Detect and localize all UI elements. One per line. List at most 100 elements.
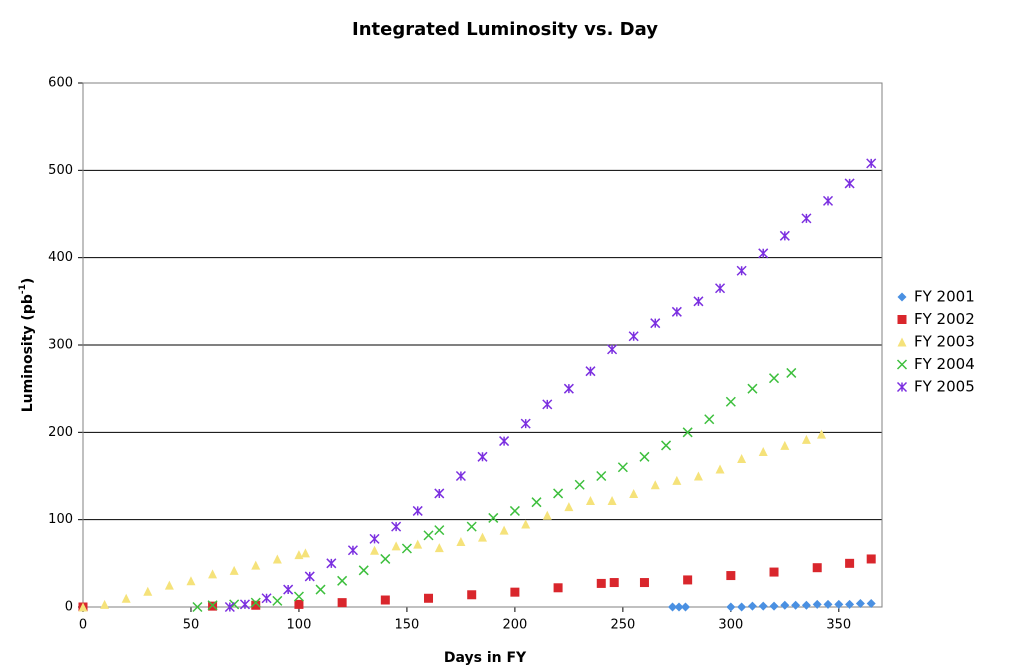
marker-shape (455, 470, 466, 482)
marker-shape (553, 488, 564, 499)
marker-shape (413, 539, 423, 549)
marker-shape (293, 591, 304, 602)
data-point (779, 230, 790, 241)
legend-marker (897, 292, 907, 302)
data-point (294, 550, 304, 560)
marker-shape (510, 587, 520, 597)
marker-shape (488, 512, 499, 523)
data-point (607, 495, 617, 505)
data-point (617, 462, 628, 473)
plot-frame (82, 82, 883, 608)
data-point (726, 602, 736, 612)
data-point (164, 580, 174, 590)
data-point (391, 521, 402, 532)
data-point (737, 602, 747, 612)
marker-shape (251, 560, 261, 570)
data-point (499, 436, 510, 447)
data-point (693, 296, 704, 307)
marker-shape (424, 593, 434, 603)
data-point (520, 418, 531, 429)
data-point (834, 599, 844, 609)
data-point (585, 366, 596, 377)
data-point (844, 178, 855, 189)
data-point (208, 569, 218, 579)
data-point (337, 598, 347, 608)
marker-shape (304, 571, 315, 582)
data-point (531, 497, 542, 508)
marker-shape (726, 571, 736, 581)
marker-shape (607, 344, 618, 355)
data-point (801, 213, 812, 224)
marker-shape (725, 396, 736, 407)
marker-shape (845, 599, 855, 609)
data-point (791, 600, 801, 610)
data-point (801, 434, 811, 444)
marker-shape (542, 510, 552, 520)
data-point (628, 331, 639, 342)
marker-shape (715, 464, 725, 474)
marker-shape (563, 383, 574, 394)
data-point (380, 553, 391, 564)
marker-shape (786, 367, 797, 378)
y-tick-label: 400 (48, 250, 73, 265)
data-point (855, 599, 865, 609)
y-tick-label: 200 (48, 425, 73, 440)
data-point (780, 440, 790, 450)
legend-marker (896, 381, 908, 393)
marker-shape (283, 584, 294, 595)
data-point (564, 502, 574, 512)
marker-shape (300, 548, 310, 558)
marker-shape (629, 488, 639, 498)
data-point (300, 548, 310, 558)
data-point (553, 583, 563, 593)
marker-shape (896, 381, 908, 393)
marker-shape (671, 306, 682, 317)
data-point (467, 590, 477, 600)
x-tick-label: 100 (287, 618, 312, 633)
marker-shape (801, 600, 811, 610)
x-tick-label: 200 (502, 618, 527, 633)
data-point (672, 475, 682, 485)
marker-shape (520, 418, 531, 429)
marker-shape (668, 602, 678, 612)
marker-shape (326, 558, 337, 569)
marker-shape (596, 470, 607, 482)
marker-shape (822, 195, 834, 206)
y-axis-title: Luminosity (pb-1) (18, 278, 37, 413)
marker-shape (609, 578, 619, 588)
data-point (186, 576, 196, 586)
marker-shape (834, 599, 844, 609)
data-point (769, 567, 779, 577)
data-point (326, 558, 337, 569)
marker-shape (164, 580, 174, 590)
data-point (293, 591, 304, 602)
data-point (563, 383, 574, 394)
data-point (845, 558, 855, 568)
marker-shape (897, 315, 907, 324)
data-point (786, 367, 797, 378)
x-tick-label: 150 (395, 618, 420, 633)
marker-shape (121, 593, 131, 603)
marker-shape (780, 600, 790, 610)
data-point (542, 510, 552, 520)
data-point (488, 512, 499, 523)
marker-shape (509, 505, 520, 516)
marker-shape (370, 545, 380, 555)
data-point (455, 470, 466, 482)
data-point (239, 599, 250, 610)
marker-shape (272, 595, 283, 606)
marker-shape (897, 337, 907, 347)
data-point (866, 554, 876, 564)
data-point (596, 578, 606, 588)
data-point (726, 571, 736, 581)
marker-shape (412, 505, 423, 516)
marker-shape (726, 602, 736, 612)
legend-marker (896, 359, 908, 370)
data-point (725, 396, 736, 407)
data-point (682, 427, 693, 438)
marker-shape (499, 436, 510, 447)
marker-shape (817, 429, 827, 439)
marker-shape (769, 567, 779, 577)
